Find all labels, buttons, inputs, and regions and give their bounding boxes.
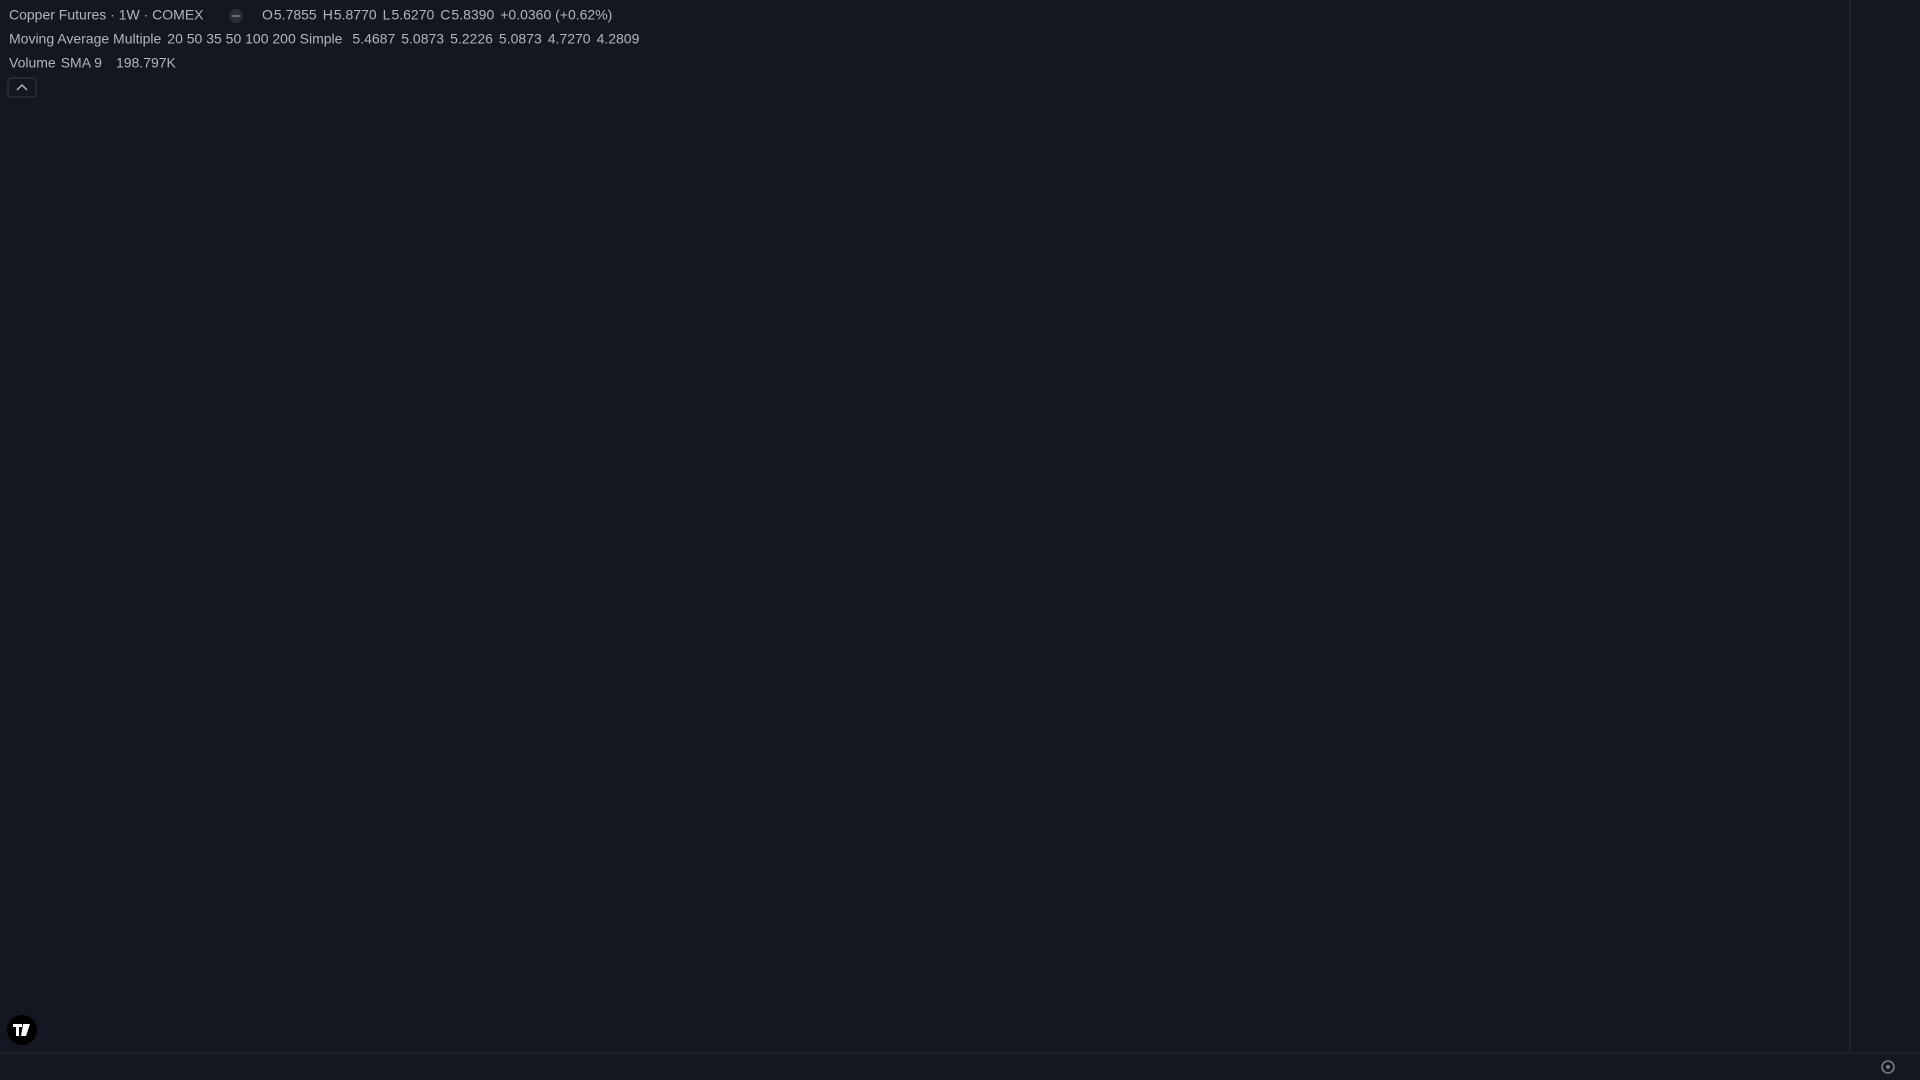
volume-title: Volume — [9, 55, 56, 71]
ohlc-key: L — [383, 7, 391, 23]
ohlc-value: 5.6270 — [391, 7, 434, 23]
ohlc-value: 5.7855 — [274, 7, 317, 23]
indicator-value: 4.2809 — [597, 31, 640, 47]
chevron-icon — [16, 83, 28, 91]
eye-icon[interactable] — [229, 9, 243, 23]
indicator-value: 5.4687 — [352, 31, 395, 47]
volume-value: 198.797K — [116, 55, 177, 71]
logo[interactable] — [7, 1015, 37, 1045]
logo-mark — [13, 1024, 30, 1036]
ohlc-key: H — [323, 7, 333, 23]
gear-center — [1886, 1065, 1890, 1069]
indicator-name: Moving Average Multiple — [9, 31, 161, 47]
settings-icon[interactable] — [1881, 1060, 1895, 1074]
legend: Copper Futures · 1W · COMEX O 5.7855 H 5.877… — [9, 7, 640, 71]
change: +0.0360 (+0.62%) — [500, 7, 612, 23]
collapse-box[interactable] — [7, 77, 37, 98]
volume-params: SMA 9 — [61, 55, 102, 71]
ohlc-key: O — [262, 7, 273, 23]
indicator-value: 5.0873 — [401, 31, 444, 47]
ohlc-key: C — [440, 7, 450, 23]
indicator-value: 5.0873 — [499, 31, 542, 47]
collapse-button[interactable] — [7, 77, 37, 98]
chart-title: Copper Futures · 1W · COMEX — [9, 7, 204, 23]
indicator-params: 20 50 35 50 100 200 Simple — [167, 31, 342, 47]
ohlc-value: 5.8770 — [334, 7, 377, 23]
indicator-value: 4.7270 — [548, 31, 591, 47]
ohlc-value: 5.8390 — [451, 7, 494, 23]
gear[interactable] — [1881, 1060, 1895, 1074]
indicator-value: 5.2226 — [450, 31, 493, 47]
